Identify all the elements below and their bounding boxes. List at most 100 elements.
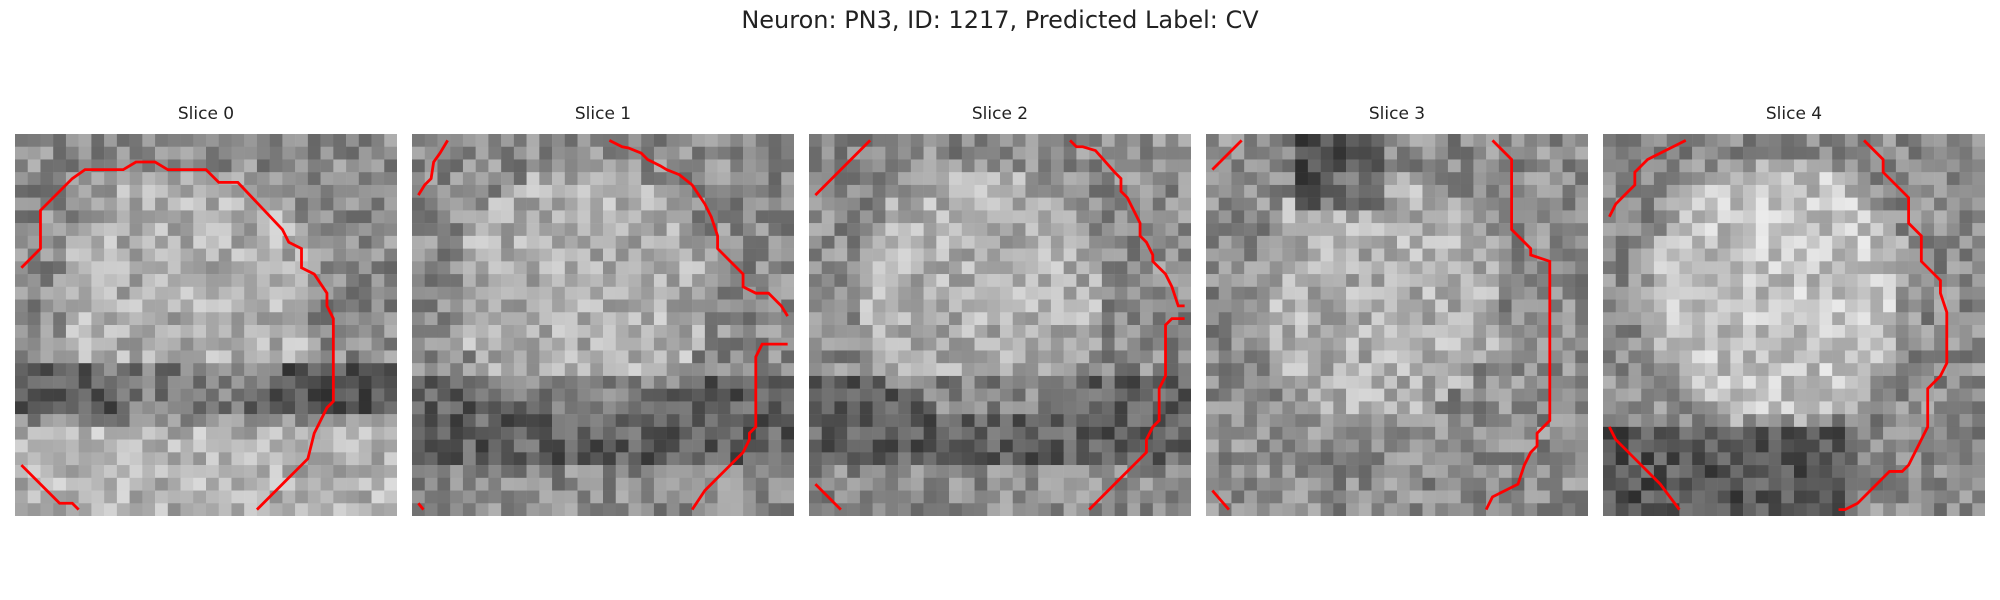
pixel — [1384, 248, 1398, 262]
pixel — [1256, 325, 1270, 338]
pixel — [104, 490, 118, 504]
pixel — [1653, 452, 1667, 466]
pixel — [1819, 274, 1833, 288]
pixel — [834, 172, 848, 186]
pixel — [1244, 325, 1258, 338]
pixel — [1832, 172, 1846, 186]
pixel — [1679, 312, 1693, 326]
pixel — [526, 439, 540, 453]
pixel — [1244, 452, 1258, 466]
pixel — [1946, 223, 1960, 237]
pixel — [590, 350, 604, 364]
pixel — [666, 388, 680, 402]
pixel — [898, 401, 912, 415]
slice-image-4 — [1603, 134, 1985, 516]
pixel — [1768, 235, 1782, 249]
pixel — [346, 452, 360, 466]
pixel — [513, 465, 527, 479]
pixel — [1692, 477, 1706, 491]
pixel — [167, 439, 181, 453]
pixel — [1076, 439, 1090, 453]
pixel — [1946, 350, 1960, 364]
pixel — [1346, 465, 1360, 479]
pixel — [1435, 426, 1449, 440]
pixel — [1422, 426, 1436, 440]
pixel — [1114, 146, 1128, 160]
pixel — [269, 172, 283, 186]
pixel — [1447, 261, 1461, 275]
slice-title-3: Slice 3 — [1368, 104, 1426, 124]
pixel — [1140, 465, 1154, 479]
pixel — [1768, 388, 1782, 402]
pixel — [1460, 184, 1474, 198]
pixel — [552, 286, 566, 300]
pixel — [1549, 401, 1563, 415]
pixel — [1218, 261, 1232, 275]
pixel — [1883, 363, 1897, 377]
pixel — [1653, 325, 1667, 338]
pixel — [1628, 363, 1642, 377]
pixel — [859, 337, 873, 351]
pixel — [1000, 401, 1013, 415]
pixel — [437, 503, 451, 516]
pixel — [628, 414, 642, 428]
pixel — [1794, 146, 1807, 160]
pixel — [1972, 337, 1985, 351]
pixel — [781, 274, 794, 288]
pixel — [526, 312, 540, 326]
pixel — [1692, 210, 1706, 224]
pixel — [193, 286, 207, 300]
pixel — [1076, 184, 1090, 198]
pixel — [1883, 439, 1897, 453]
pixel — [1256, 452, 1270, 466]
pixel — [1537, 134, 1551, 147]
pixel — [346, 134, 360, 147]
pixel — [1628, 210, 1642, 224]
pixel — [1641, 439, 1655, 453]
pixel — [692, 299, 706, 313]
pixel — [295, 210, 309, 224]
pixel — [1537, 452, 1551, 466]
pixel — [552, 477, 566, 491]
pixel — [1282, 414, 1296, 428]
pixel — [552, 134, 566, 147]
pixel — [1603, 414, 1616, 428]
pixel — [1653, 503, 1667, 516]
pixel — [1730, 439, 1744, 453]
pixel — [1231, 325, 1245, 338]
pixel — [1794, 235, 1807, 249]
pixel — [1768, 477, 1782, 491]
pixel — [346, 388, 360, 402]
pixel — [1603, 375, 1616, 389]
pixel — [539, 401, 553, 415]
pixel — [27, 134, 41, 147]
pixel — [1307, 197, 1321, 211]
pixel — [603, 350, 616, 364]
pixel — [1549, 350, 1563, 364]
pixel — [1231, 477, 1245, 491]
pixel — [333, 325, 347, 338]
pixel — [1562, 197, 1576, 211]
pixel — [1730, 261, 1744, 275]
pixel — [142, 350, 156, 364]
pixel — [437, 197, 451, 211]
pixel — [218, 452, 232, 466]
pixel — [1320, 477, 1334, 491]
pixel — [704, 490, 718, 504]
pixel — [295, 146, 309, 160]
pixel — [1615, 465, 1629, 479]
pixel — [1333, 414, 1347, 428]
pixel — [320, 172, 334, 186]
pixel — [1206, 325, 1219, 338]
pixel — [116, 197, 130, 211]
pixel — [1653, 274, 1667, 288]
pixel — [1101, 490, 1115, 504]
pixel — [1346, 337, 1360, 351]
pixel — [116, 363, 130, 377]
pixel — [872, 172, 886, 186]
pixel — [1012, 146, 1026, 160]
pixel — [898, 172, 912, 186]
pixel — [129, 172, 143, 186]
pixel — [1794, 172, 1807, 186]
pixel — [1076, 388, 1090, 402]
